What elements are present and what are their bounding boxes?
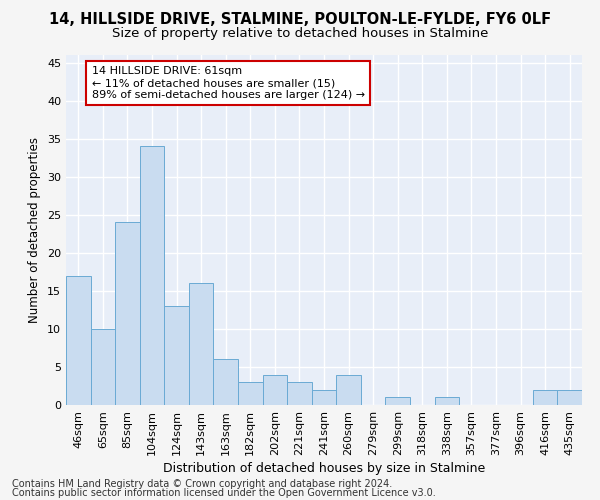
Text: Contains public sector information licensed under the Open Government Licence v3: Contains public sector information licen…: [12, 488, 436, 498]
Bar: [238, 382, 263, 405]
Bar: [189, 284, 214, 405]
X-axis label: Distribution of detached houses by size in Stalmine: Distribution of detached houses by size …: [163, 462, 485, 475]
Bar: [140, 146, 164, 405]
Bar: [336, 374, 361, 405]
Bar: [91, 329, 115, 405]
Text: Size of property relative to detached houses in Stalmine: Size of property relative to detached ho…: [112, 28, 488, 40]
Text: Contains HM Land Registry data © Crown copyright and database right 2024.: Contains HM Land Registry data © Crown c…: [12, 479, 392, 489]
Bar: [164, 306, 189, 405]
Bar: [533, 390, 557, 405]
Text: 14 HILLSIDE DRIVE: 61sqm
← 11% of detached houses are smaller (15)
89% of semi-d: 14 HILLSIDE DRIVE: 61sqm ← 11% of detach…: [92, 66, 365, 100]
Bar: [557, 390, 582, 405]
Bar: [287, 382, 312, 405]
Text: 14, HILLSIDE DRIVE, STALMINE, POULTON-LE-FYLDE, FY6 0LF: 14, HILLSIDE DRIVE, STALMINE, POULTON-LE…: [49, 12, 551, 28]
Bar: [115, 222, 140, 405]
Bar: [312, 390, 336, 405]
Bar: [66, 276, 91, 405]
Bar: [263, 374, 287, 405]
Bar: [214, 360, 238, 405]
Bar: [434, 398, 459, 405]
Y-axis label: Number of detached properties: Number of detached properties: [28, 137, 41, 323]
Bar: [385, 398, 410, 405]
